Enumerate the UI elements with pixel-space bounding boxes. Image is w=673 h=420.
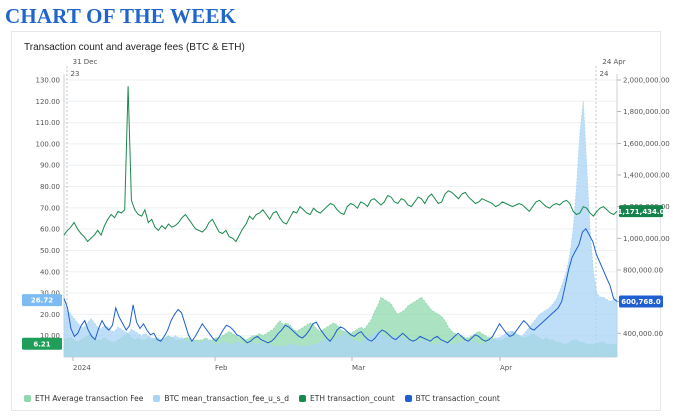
legend-label: BTC mean_transaction_fee_u_s_d	[164, 394, 290, 403]
date-marker-label: 31 Dec	[73, 58, 98, 66]
left-tick-label: 100.00	[36, 140, 61, 148]
eth-count-line	[63, 86, 618, 243]
value-badge	[619, 205, 663, 218]
page-headline: CHART OF THE WEEK	[5, 4, 237, 28]
left-tick-label: 130.00	[36, 77, 61, 85]
x-tick-label: 2024	[73, 364, 91, 372]
date-marker-sublabel: 24	[600, 70, 609, 78]
eth-fee-area	[64, 297, 617, 357]
value-badge-label: 600,768.0	[621, 298, 661, 306]
btc-fee-area	[64, 101, 617, 357]
value-badge	[619, 295, 663, 308]
value-badge-label: 1,171,434.0	[618, 208, 665, 216]
legend-item-btc-fee[interactable]: BTC mean_transaction_fee_u_s_d	[153, 394, 289, 403]
legend-item-eth-fee[interactable]: ETH Average transaction Fee	[24, 394, 143, 403]
legend-swatch	[299, 395, 307, 402]
left-tick-label: 80.00	[40, 183, 60, 191]
chart-legend: ETH Average transaction Fee BTC mean_tra…	[24, 394, 500, 403]
left-tick-label: 50.00	[40, 247, 60, 255]
legend-item-btc-count[interactable]: BTC transaction_count	[404, 394, 500, 403]
legend-label: BTC transaction_count	[415, 394, 500, 403]
right-tick-label: 1,000,000.00	[623, 235, 670, 243]
legend-item-eth-count[interactable]: ETH transaction_count	[299, 394, 395, 403]
legend-label: ETH Average transaction Fee	[35, 394, 144, 403]
legend-swatch	[404, 395, 412, 402]
left-tick-label: 20.00	[40, 311, 60, 319]
right-tick-label: 1,400,000.00	[623, 171, 670, 179]
right-tick-label: 1,800,000.00	[623, 108, 670, 116]
right-tick-label: 2,000,000.00	[623, 77, 670, 85]
left-tick-label: 70.00	[40, 204, 60, 212]
right-tick-label: 1,600,000.00	[623, 140, 670, 148]
x-tick-label: Apr	[500, 364, 512, 372]
right-tick-label: 400,000.00	[623, 330, 663, 338]
left-tick-label: 90.00	[40, 162, 60, 170]
date-marker-sublabel: 23	[71, 70, 80, 78]
x-tick-label: Mar	[352, 364, 365, 372]
value-badge-label: 6.21	[33, 340, 50, 348]
left-tick-label: 10.00	[40, 332, 60, 340]
legend-swatch	[153, 395, 161, 402]
legend-label: ETH transaction_count	[310, 394, 395, 403]
value-badge	[22, 294, 62, 307]
x-tick-label: Feb	[215, 364, 228, 372]
left-tick-label: 110.00	[36, 119, 61, 127]
btc-count-line	[63, 228, 618, 344]
legend-swatch	[24, 395, 31, 402]
chart-title: Transaction count and average fees (BTC …	[24, 42, 245, 53]
left-tick-label: 40.00	[40, 268, 60, 276]
value-badge-label: 26.72	[31, 297, 53, 305]
date-marker-label: 24 Apr	[602, 58, 625, 66]
value-badge	[22, 337, 62, 350]
right-tick-label: 800,000.00	[623, 266, 663, 274]
left-tick-label: 120.00	[36, 98, 61, 106]
btc-fee-outline	[63, 101, 617, 347]
left-tick-label: 30.00	[40, 290, 60, 298]
left-tick-label: 60.00	[40, 226, 60, 234]
